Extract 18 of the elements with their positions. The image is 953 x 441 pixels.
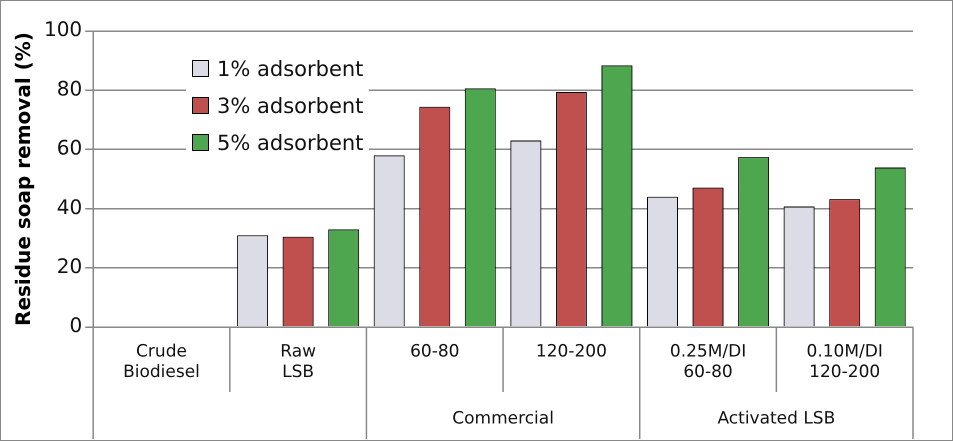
x-tick-label: 0.10M/DI 120-200	[806, 342, 883, 382]
y-tick-label: 80	[56, 76, 82, 100]
x-tick-label: 60-80	[410, 342, 460, 362]
x-tick-label: Crude Biodiesel	[123, 342, 200, 382]
y-axis-title: Residue soap removal (%)	[11, 32, 36, 326]
y-tick-label: 40	[56, 194, 82, 219]
text: Activated LSB	[717, 408, 836, 428]
x-tick-label: 120-200	[536, 342, 607, 362]
legend-label: 5% adsorbent	[217, 130, 364, 154]
y-tick-label: 20	[56, 254, 82, 278]
x-tick-label: 0.25M/DI 60-80	[670, 342, 746, 382]
legend-label: 1% adsorbent	[217, 56, 364, 80]
x-tick-label: Raw LSB	[280, 342, 316, 382]
legend-label: 3% adsorbent	[217, 94, 364, 118]
y-tick-label: 0	[69, 313, 82, 338]
y-tick-label: 60	[56, 136, 82, 160]
y-tick-label: 100	[44, 17, 82, 42]
text: Commercial	[452, 408, 554, 428]
